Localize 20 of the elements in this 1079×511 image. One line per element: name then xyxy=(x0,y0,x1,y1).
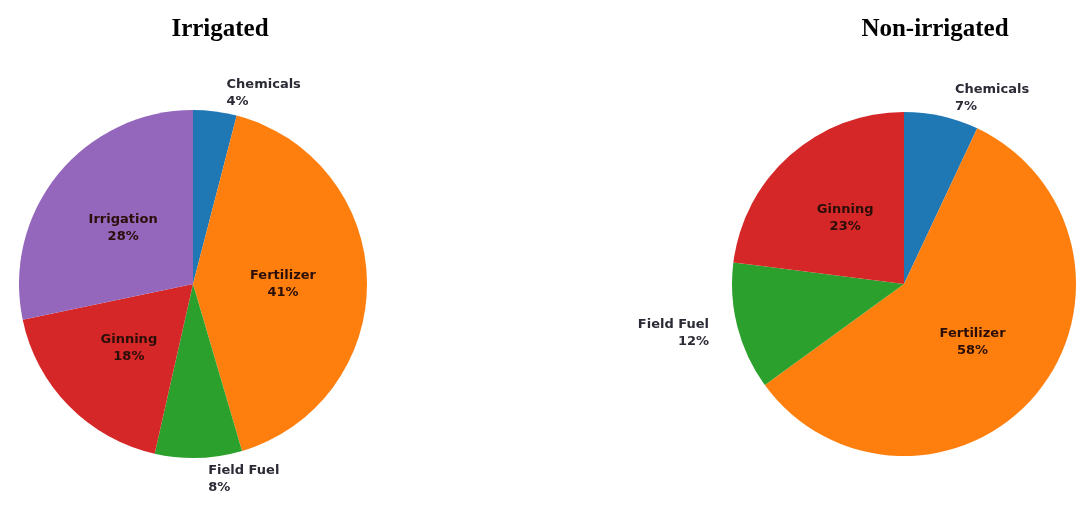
data-label: 8% xyxy=(208,478,231,494)
slice-label: Field Fuel xyxy=(637,315,710,331)
data-label: 18% xyxy=(113,348,145,364)
data-label: 7% xyxy=(954,97,977,113)
slice-label: Chemicals xyxy=(226,75,302,91)
slice-label: Ginning xyxy=(816,201,874,217)
slice-label: Ginning xyxy=(100,331,158,347)
data-label: 23% xyxy=(829,218,861,234)
data-label: 58% xyxy=(957,341,989,357)
data-label: 12% xyxy=(677,332,710,348)
slice-label: Irrigation xyxy=(88,211,158,227)
slice-label: Fertilizer xyxy=(250,266,317,282)
data-label: 28% xyxy=(107,228,139,244)
slice-label: Fertilizer xyxy=(939,324,1007,340)
slice-label: Chemicals xyxy=(954,80,1030,96)
data-label: 41% xyxy=(267,283,299,299)
slice-label: Field Fuel xyxy=(208,461,280,477)
data-label: 4% xyxy=(226,92,249,108)
chart-title: Irrigated xyxy=(171,14,269,41)
chart-title: Non-irrigated xyxy=(861,14,1009,41)
